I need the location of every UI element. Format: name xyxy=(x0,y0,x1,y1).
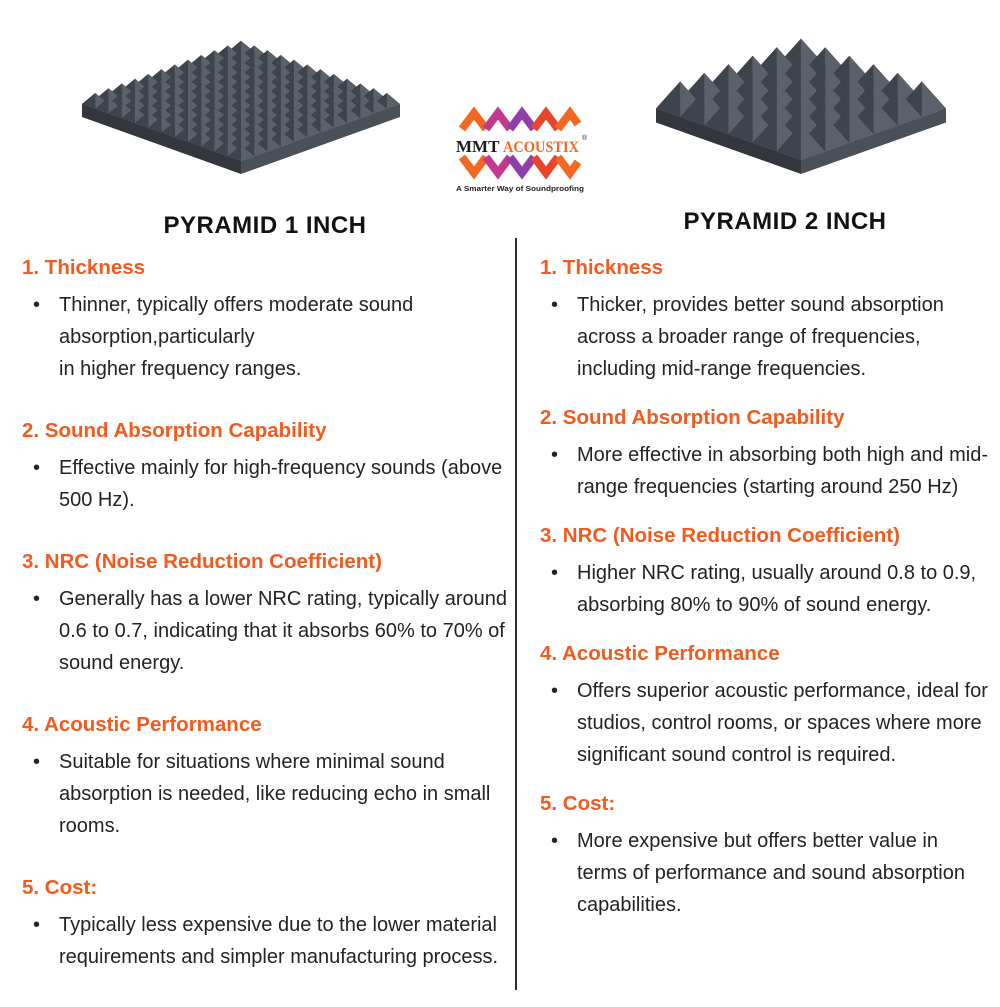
logo-text-mmt: MMT xyxy=(456,137,500,156)
bullet-text: More expensive but offers better value i… xyxy=(577,830,965,916)
bullet-text: Typically less expensive due to the lowe… xyxy=(59,914,499,968)
bullet-dot-icon: • xyxy=(551,830,559,852)
left-section-thickness: 1. Thickness • Thinner, typically offers… xyxy=(22,256,514,385)
right-section-sound-absorption: 2. Sound Absorption Capability • More ef… xyxy=(540,406,992,503)
section-heading: 3. NRC (Noise Reduction Coefficient) xyxy=(22,550,382,573)
bullet-dot-icon: • xyxy=(551,562,559,584)
bullet-item: • Thicker, provides better sound absorpt… xyxy=(540,289,992,385)
bullet-item: • Typically less expensive due to the lo… xyxy=(22,909,514,973)
bullet-dot-icon: • xyxy=(551,294,559,316)
bullet-item: • More expensive but offers better value… xyxy=(540,825,992,921)
bullet-text: Thicker, provides better sound absorptio… xyxy=(577,294,944,380)
bullet-item: • Suitable for situations where minimal … xyxy=(22,746,514,842)
right-section-nrc: 3. NRC (Noise Reduction Coefficient) • H… xyxy=(540,524,992,621)
bullet-dot-icon: • xyxy=(551,444,559,466)
mmt-acoustix-logo: MMT ACOUSTIX ® A Smarter Way of Soundpro… xyxy=(452,104,588,198)
right-section-cost: 5. Cost: • More expensive but offers bet… xyxy=(540,792,992,921)
section-heading: 4. Acoustic Performance xyxy=(22,713,262,736)
pyramid-2-inch-product-image xyxy=(652,26,950,178)
right-section-acoustic-performance: 4. Acoustic Performance • Offers superio… xyxy=(540,642,992,771)
bullet-dot-icon: • xyxy=(551,680,559,702)
logo-text-acoustix: ACOUSTIX xyxy=(503,139,579,156)
bullet-text: Suitable for situations where minimal so… xyxy=(59,751,491,837)
section-heading: 2. Sound Absorption Capability xyxy=(540,406,845,429)
bullet-text: Thinner, typically offers moderate sound… xyxy=(59,294,414,380)
bullet-dot-icon: • xyxy=(33,914,41,936)
pyramid-foam-2in-illustration xyxy=(656,38,946,174)
bullet-item: • More effective in absorbing both high … xyxy=(540,439,992,503)
logo-zigzag-top-icon xyxy=(458,106,582,132)
section-heading: 3. NRC (Noise Reduction Coefficient) xyxy=(540,524,900,547)
section-heading: 1. Thickness xyxy=(22,256,146,279)
registered-trademark-icon: ® xyxy=(582,134,588,142)
bullet-text: Offers superior acoustic performance, id… xyxy=(577,680,988,766)
right-section-thickness: 1. Thickness • Thicker, provides better … xyxy=(540,256,992,385)
bullet-text: Effective mainly for high-frequency soun… xyxy=(59,457,503,511)
left-section-acoustic-performance: 4. Acoustic Performance • Suitable for s… xyxy=(22,713,514,842)
section-heading: 5. Cost: xyxy=(540,792,616,815)
bullet-text: Higher NRC rating, usually around 0.8 to… xyxy=(577,562,977,616)
right-column: 1. Thickness • Thicker, provides better … xyxy=(540,256,992,942)
bullet-item: • Higher NRC rating, usually around 0.8 … xyxy=(540,557,992,621)
bullet-dot-icon: • xyxy=(33,588,41,610)
left-column-title: PYRAMID 1 INCH xyxy=(163,212,367,239)
left-section-cost: 5. Cost: • Typically less expensive due … xyxy=(22,876,514,973)
pyramid-foam-1in-illustration xyxy=(82,40,400,174)
bullet-item: • Generally has a lower NRC rating, typi… xyxy=(22,583,514,679)
left-section-nrc: 3. NRC (Noise Reduction Coefficient) • G… xyxy=(22,550,514,679)
bullet-dot-icon: • xyxy=(33,457,41,479)
column-divider xyxy=(515,238,517,990)
left-section-sound-absorption: 2. Sound Absorption Capability • Effecti… xyxy=(22,419,514,516)
bullet-text: More effective in absorbing both high an… xyxy=(577,444,988,498)
bullet-dot-icon: • xyxy=(33,751,41,773)
section-heading: 1. Thickness xyxy=(540,256,664,279)
pyramid-1-inch-product-image xyxy=(78,32,404,178)
bullet-text: Generally has a lower NRC rating, typica… xyxy=(59,588,507,674)
section-heading: 4. Acoustic Performance xyxy=(540,642,780,665)
left-column: 1. Thickness • Thinner, typically offers… xyxy=(22,256,514,1007)
section-heading: 2. Sound Absorption Capability xyxy=(22,419,327,442)
logo-zigzag-bottom-icon xyxy=(458,154,582,180)
section-heading: 5. Cost: xyxy=(22,876,98,899)
right-column-title: PYRAMID 2 INCH xyxy=(683,208,887,235)
logo-tagline: A Smarter Way of Soundproofing xyxy=(456,184,584,193)
bullet-item: • Offers superior acoustic performance, … xyxy=(540,675,992,771)
bullet-dot-icon: • xyxy=(33,294,41,316)
bullet-item: • Thinner, typically offers moderate sou… xyxy=(22,289,514,385)
bullet-item: • Effective mainly for high-frequency so… xyxy=(22,452,514,516)
